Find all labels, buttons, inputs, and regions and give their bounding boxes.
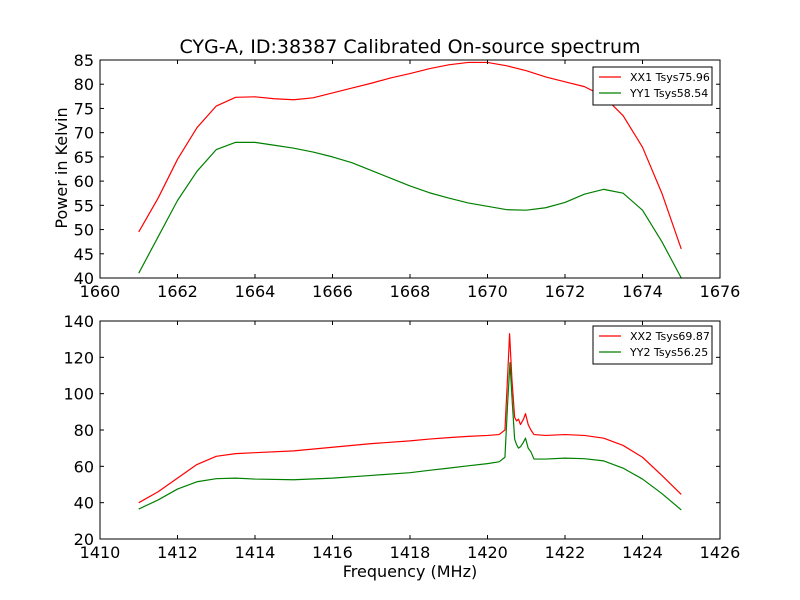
bottom-x-tick-label: 1414	[235, 543, 276, 562]
bottom-x-axis-label: Frequency (MHz)	[343, 562, 477, 581]
bottom-legend-label-2: YY2 Tsys56.25	[629, 346, 708, 359]
top-series-line-1	[138, 61, 682, 250]
bottom-y-tick-label: 80	[74, 421, 94, 440]
bottom-series-line-1	[138, 333, 682, 504]
top-legend-box	[592, 66, 713, 106]
top-y-tick-label: 85	[74, 51, 94, 70]
bottom-x-tick-label: 1420	[467, 543, 508, 562]
top-y-tick-label: 40	[74, 269, 94, 288]
bottom-x-tick-label: 1424	[622, 543, 663, 562]
top-x-tick-label: 1664	[235, 282, 276, 301]
top-y-tick-label: 50	[74, 221, 94, 240]
bottom-y-tick-label: 40	[74, 494, 94, 513]
top-y-axis-label: Power in Kelvin	[52, 107, 71, 228]
top-plot: 1660 1662 1664 1666 1668 1670 1672 1674 1676 40 45…	[74, 51, 741, 301]
top-series-line-2	[138, 141, 682, 279]
bottom-y-tick-label: 20	[74, 530, 94, 549]
bottom-series-line-2	[138, 362, 682, 511]
top-x-tick-label: 1674	[622, 282, 663, 301]
top-x-tick-label: 1672	[545, 282, 586, 301]
bottom-y-tick-label: 100	[63, 385, 94, 404]
top-y-tick-label: 80	[74, 75, 94, 94]
bottom-plot: 1410 1412 1414 1416 1418 1420 1422 1424 1426 20 40…	[63, 312, 740, 562]
top-legend: XX1 Tsys75.96 YY1 Tsys58.54	[592, 66, 713, 106]
bottom-x-tick-label: 1412	[157, 543, 198, 562]
bottom-x-tick-label: 1410	[80, 543, 121, 562]
top-y-tick-label: 65	[74, 148, 94, 167]
bottom-y-tick-label: 120	[63, 348, 94, 367]
top-legend-label-2: YY1 Tsys58.54	[629, 87, 708, 100]
top-y-tick-label: 60	[74, 172, 94, 191]
top-y-tick-label: 45	[74, 245, 94, 264]
top-x-tick-label: 1660	[80, 282, 121, 301]
bottom-legend-label-1: XX2 Tsys69.87	[630, 330, 710, 343]
top-y-tick-label: 75	[74, 99, 94, 118]
top-x-tick-label: 1662	[157, 282, 198, 301]
bottom-legend-box	[592, 325, 713, 365]
bottom-y-tick-label: 140	[63, 312, 94, 331]
chart-title: CYG-A, ID:38387 Calibrated On-source spe…	[179, 36, 640, 58]
top-x-tick-label: 1668	[390, 282, 431, 301]
bottom-x-tick-label: 1418	[390, 543, 431, 562]
top-y-tick-label: 70	[74, 124, 94, 143]
bottom-x-tick-label: 1426	[700, 543, 741, 562]
bottom-x-tick-label: 1416	[312, 543, 353, 562]
top-y-tick-label: 55	[74, 196, 94, 215]
top-x-tick-label: 1666	[312, 282, 353, 301]
top-x-tick-label: 1670	[467, 282, 508, 301]
top-legend-label-1: XX1 Tsys75.96	[630, 71, 710, 84]
bottom-y-tick-label: 60	[74, 457, 94, 476]
bottom-x-tick-label: 1422	[545, 543, 586, 562]
bottom-legend: XX2 Tsys69.87 YY2 Tsys56.25	[592, 325, 713, 365]
top-x-tick-label: 1676	[700, 282, 741, 301]
